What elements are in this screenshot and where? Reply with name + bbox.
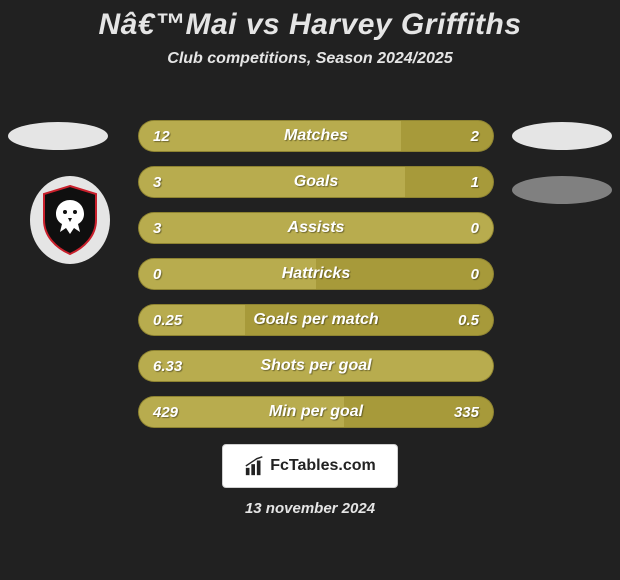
team-badge-left-b xyxy=(30,176,110,264)
stat-value-right: 1 xyxy=(471,167,479,197)
stat-row: 3Goals1 xyxy=(138,166,494,198)
stat-label: Hattricks xyxy=(139,259,493,289)
brand-text: FcTables.com xyxy=(270,457,376,475)
stat-value-right: 0 xyxy=(471,213,479,243)
stat-label: Goals per match xyxy=(139,305,493,335)
stat-row: 429Min per goal335 xyxy=(138,396,494,428)
stat-row: 0.25Goals per match0.5 xyxy=(138,304,494,336)
stat-row: 0Hattricks0 xyxy=(138,258,494,290)
lion-shield-icon xyxy=(40,184,100,256)
snapshot-date: 13 november 2024 xyxy=(0,500,620,517)
stat-label: Matches xyxy=(139,121,493,151)
stat-label: Min per goal xyxy=(139,397,493,427)
stat-row: 12Matches2 xyxy=(138,120,494,152)
stat-value-right: 0 xyxy=(471,259,479,289)
stat-label: Shots per goal xyxy=(139,351,493,381)
stat-row: 3Assists0 xyxy=(138,212,494,244)
team-badge-right-b xyxy=(512,176,612,204)
comparison-subtitle: Club competitions, Season 2024/2025 xyxy=(0,50,620,68)
stat-value-right: 0.5 xyxy=(458,305,479,335)
team-badge-right-a xyxy=(512,122,612,150)
brand-badge: FcTables.com xyxy=(222,444,398,488)
team-badge-left-a xyxy=(8,122,108,150)
comparison-title: Nâ€™Mai vs Harvey Griffiths xyxy=(0,0,620,42)
stat-value-right: 335 xyxy=(454,397,479,427)
stats-chart: 12Matches23Goals13Assists00Hattricks00.2… xyxy=(138,120,494,442)
bar-chart-icon xyxy=(244,455,266,477)
stat-row: 6.33Shots per goal xyxy=(138,350,494,382)
stat-label: Goals xyxy=(139,167,493,197)
stat-value-right: 2 xyxy=(471,121,479,151)
stat-label: Assists xyxy=(139,213,493,243)
